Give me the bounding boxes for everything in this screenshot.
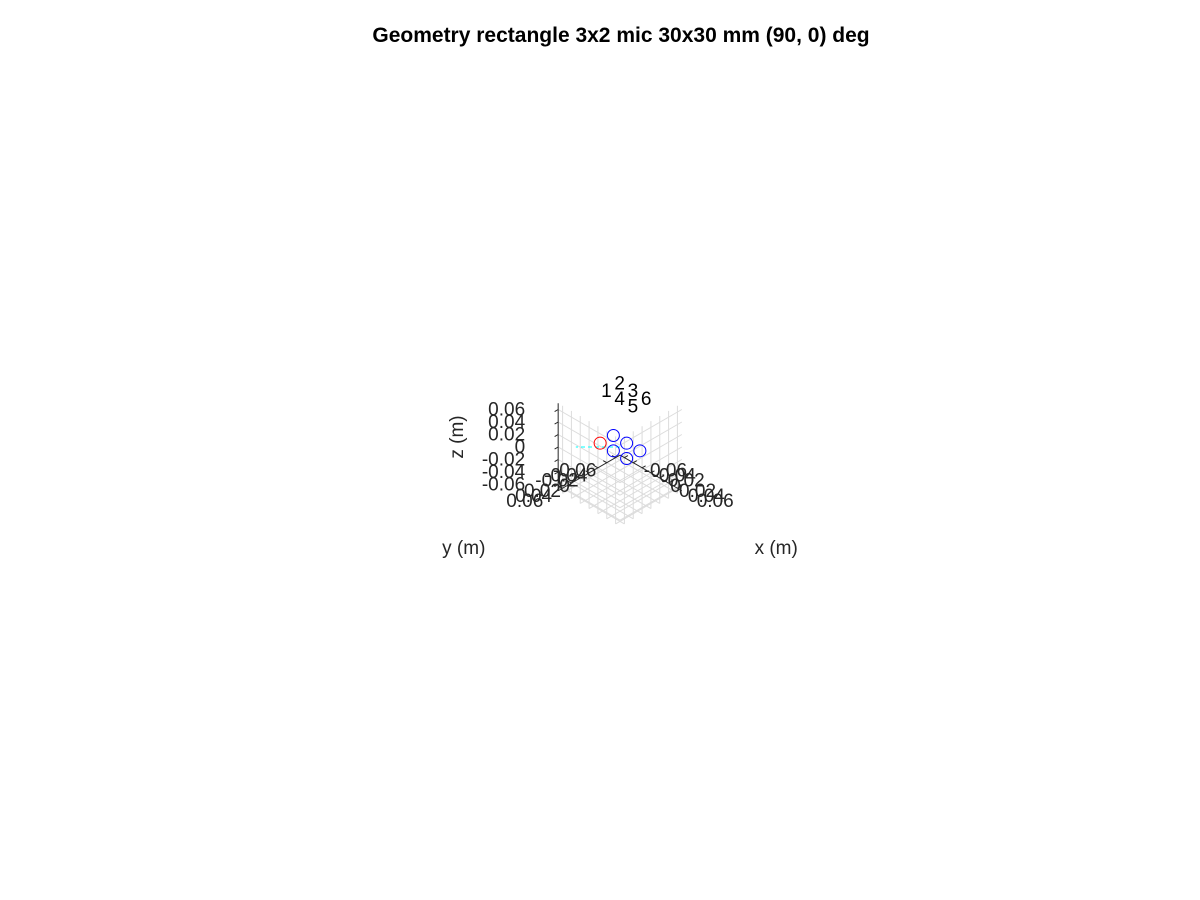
y-tick-label-1: -0.04 xyxy=(544,466,588,487)
y-tick-mark-2 xyxy=(594,465,599,469)
grid-y-floor-4 xyxy=(579,477,643,515)
x-tick-mark-1 xyxy=(633,460,638,464)
mic-marker-1 xyxy=(593,436,607,450)
mic-label-4: 4 xyxy=(614,389,625,410)
y-tick-label-2: -0.02 xyxy=(535,471,578,492)
mic-marker-6 xyxy=(633,444,647,458)
mic-label-5: 5 xyxy=(628,396,639,417)
y-tick-label-3: 0 xyxy=(559,476,570,497)
z-tick-mark-6 xyxy=(554,409,559,412)
mic-marker-4 xyxy=(606,444,620,458)
x-tick-mark-2 xyxy=(641,465,646,469)
mic-marker-5 xyxy=(620,451,634,465)
y-tick-label-0: -0.06 xyxy=(553,461,596,482)
grid-y-floor-6 xyxy=(562,487,625,525)
mic-label-2: 2 xyxy=(614,374,625,395)
grid-z-back-right-0 xyxy=(619,484,683,521)
grid-z-back-left-3 xyxy=(557,446,621,484)
z-tick-mark-2 xyxy=(554,459,559,462)
mic-marker-3 xyxy=(620,436,634,450)
grid-z-back-right-2 xyxy=(619,459,683,496)
z-tick-label-0: -0.06 xyxy=(482,475,525,496)
data-layer: 1 2 34 5 6 xyxy=(575,374,652,465)
z-tick-mark-5 xyxy=(554,421,559,425)
mic-label-6: 6 xyxy=(641,389,652,410)
y-tick-label-4: 0.02 xyxy=(524,481,561,502)
y-tick-label-5: 0.04 xyxy=(515,486,552,507)
z-tick-label-6: 0.06 xyxy=(488,400,525,421)
z-tick-label-2: -0.02 xyxy=(482,450,525,471)
grid-layer xyxy=(557,405,683,525)
mic-marker-2 xyxy=(606,429,620,443)
z-tick-mark-3 xyxy=(554,446,559,450)
z-tick-mark-1 xyxy=(554,471,559,475)
grid-y-floor-0 xyxy=(615,457,678,494)
grid-z-back-right-1 xyxy=(619,471,683,509)
grid-z-back-left-4 xyxy=(557,434,621,471)
z-tick-mark-0 xyxy=(554,484,559,487)
x-tick-label-5: 0.04 xyxy=(688,486,725,507)
grid-z-back-right-3 xyxy=(619,446,683,484)
y-tick-mark-3 xyxy=(585,470,590,474)
y-axis-label: y (m) xyxy=(442,538,485,559)
y-tick-mark-4 xyxy=(576,475,581,479)
y-tick-mark-1 xyxy=(602,460,607,464)
chart-title: Geometry rectangle 3x2 mic 30x30 mm (90,… xyxy=(372,24,869,47)
grid-y-floor-3 xyxy=(588,472,652,510)
z-axis-label: z (m) xyxy=(447,415,468,458)
mic-label-3: 3 xyxy=(628,381,639,402)
x-tick-label-1: -0.04 xyxy=(653,466,697,487)
grid-z-back-left-6 xyxy=(557,409,621,446)
y-tick-mark-6 xyxy=(558,485,563,489)
z-tick-label-4: 0.02 xyxy=(488,425,525,446)
x-tick-mark-0 xyxy=(624,455,629,459)
x-tick-label-6: 0.06 xyxy=(697,491,734,512)
y-tick-label-6: 0.06 xyxy=(506,491,543,512)
z-tick-label-3: 0 xyxy=(515,437,526,458)
ticks-layer: -0.06-0.04-0.0200.020.040.06-0.06-0.04-0… xyxy=(482,400,734,513)
x-tick-mark-6 xyxy=(677,485,682,489)
grid-y-floor-2 xyxy=(597,467,661,504)
x-tick-mark-4 xyxy=(659,475,664,479)
z-tick-mark-4 xyxy=(554,434,559,437)
x-tick-mark-3 xyxy=(650,470,655,474)
grid-z-back-left-2 xyxy=(557,459,621,496)
grid-z-back-left-5 xyxy=(557,421,621,459)
x-axis-label: x (m) xyxy=(755,538,798,559)
grid-z-back-right-5 xyxy=(619,421,683,459)
grid-z-back-right-6 xyxy=(619,409,683,446)
x-tick-label-2: -0.02 xyxy=(661,471,704,492)
x-tick-label-0: -0.06 xyxy=(644,461,687,482)
grid-y-floor-5 xyxy=(571,482,634,520)
x-tick-label-4: 0.02 xyxy=(679,481,716,502)
y-tick-mark-5 xyxy=(567,480,572,484)
grid-z-back-left-1 xyxy=(557,471,621,509)
mic-label-1: 1 xyxy=(601,381,612,402)
x-tick-label-3: 0 xyxy=(670,476,681,497)
grid-z-back-right-4 xyxy=(619,434,683,471)
grid-z-back-left-0 xyxy=(557,484,621,521)
z-tick-label-5: 0.04 xyxy=(488,412,525,433)
z-tick-label-1: -0.04 xyxy=(482,462,526,483)
x-tick-mark-5 xyxy=(668,480,673,484)
